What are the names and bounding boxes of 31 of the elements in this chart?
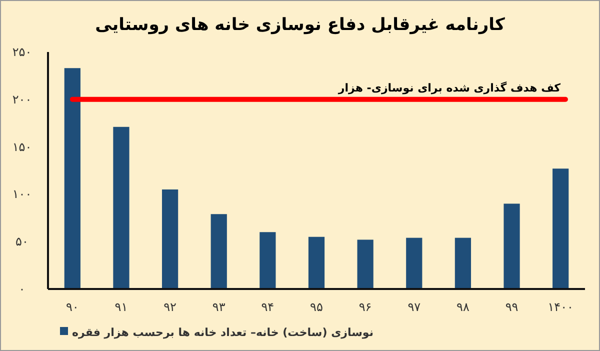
chart-title: کارنامه غیرقابل دفاع نوسازی خانه های روستایی	[95, 15, 505, 35]
bar	[552, 168, 569, 289]
y-tick-label: ۱۵۰	[12, 140, 32, 154]
bar	[406, 238, 422, 289]
x-tick-label: ۹۶	[358, 300, 372, 314]
bar	[260, 232, 276, 289]
y-tick-label: ۲۵۰	[12, 45, 32, 59]
bar	[210, 214, 227, 289]
bar	[162, 189, 178, 289]
x-tick-label: ۱۴۰۰	[548, 300, 574, 314]
x-tick-label: ۹۱	[114, 300, 128, 314]
y-tick-label: ۲۰۰	[12, 92, 32, 106]
x-tick-label: ۹۲	[164, 300, 176, 314]
bar	[504, 204, 520, 289]
bar	[454, 238, 472, 289]
bar	[64, 68, 80, 289]
x-tick-label: ۹۹	[505, 300, 518, 314]
legend-label: نوسازی (ساخت) خانه– تعداد خانه ها برحسب هزار فقره	[72, 326, 374, 339]
x-tick-label: ۹۸	[456, 300, 470, 314]
x-tick-label: ۹۰	[66, 300, 79, 314]
ref-line-label: کف هدف گذاری شده برای نوسازی- هزار	[337, 81, 562, 94]
x-tick-label: ۹۴	[261, 300, 274, 314]
bar	[357, 240, 374, 289]
y-tick-label: ۵۰	[16, 234, 28, 249]
x-tick-label: ۹۳	[212, 300, 226, 314]
y-tick-label: ۰	[18, 282, 26, 296]
y-tick-label: ۱۰۰	[12, 187, 32, 202]
x-tick-label: ۹۷	[408, 300, 422, 314]
x-tick-label: ۹۵	[310, 300, 323, 314]
bar	[308, 236, 325, 289]
bar	[113, 126, 130, 289]
